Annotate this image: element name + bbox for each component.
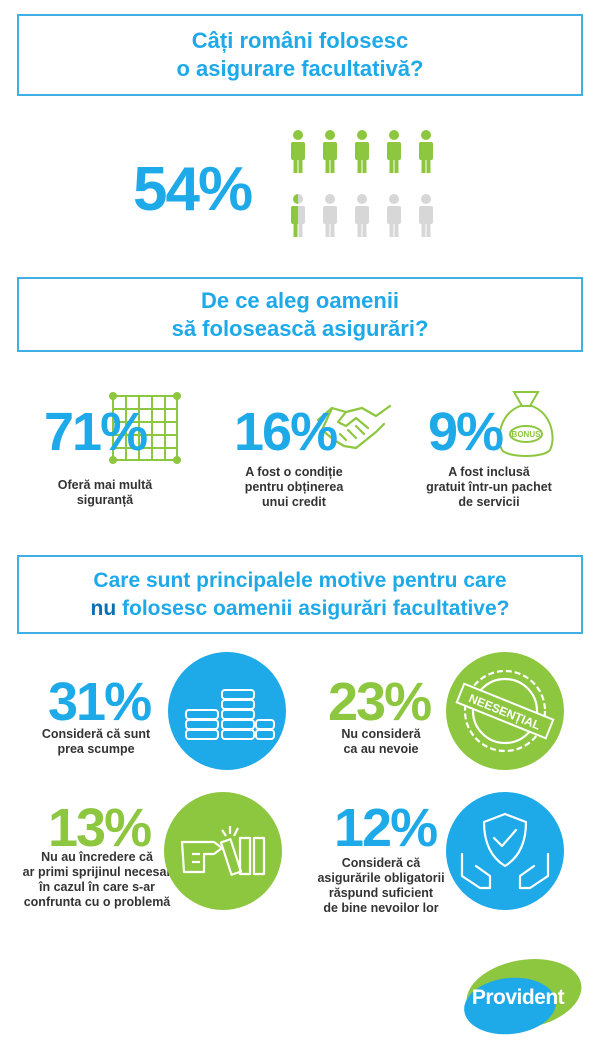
safety-net-icon (109, 392, 181, 464)
caption-31: Consideră că sunt prea scumpe (41, 727, 151, 756)
percent-71: 71% (44, 402, 148, 462)
percent-9: 9% (428, 402, 504, 462)
protected-shield-icon (460, 812, 550, 890)
caption-23: Nu consideră ca au nevoie (341, 727, 421, 756)
question-2-line-2: să folosească asigurări? (171, 315, 429, 341)
neesential-stamp-icon: NEESENȚIAL (455, 669, 555, 753)
question-2-line-1: De ce aleg oamenii (200, 287, 400, 313)
coins-circle (168, 652, 286, 770)
percent-54: 54% (133, 155, 253, 224)
handshake-icon (316, 404, 392, 450)
svg-text:BONUS: BONUS (512, 430, 542, 439)
bonus-bag-icon: BONUS (498, 391, 554, 457)
percent-23: 23% (328, 672, 432, 732)
neesential-circle: NEESENȚIAL (446, 652, 564, 770)
question-3-line-1: Care sunt principalele motive pentru car… (93, 568, 507, 592)
coin-stacks-icon (185, 689, 275, 740)
question-box-2: De ce aleg oamenii să folosească asigură… (17, 277, 583, 352)
question-box-3: Care sunt principalele motive pentru car… (17, 555, 583, 634)
question-box-1: Câți români folosesc o asigurare faculta… (17, 14, 583, 96)
domino-push-icon (180, 826, 266, 876)
percent-31: 31% (48, 672, 152, 732)
percent-12: 12% (334, 798, 438, 858)
question-1-line-1: Câți români folosesc (191, 28, 409, 53)
question-3-nu: nu (90, 596, 117, 620)
shield-circle (446, 792, 564, 910)
provident-logo: Provident (464, 959, 582, 1035)
caption-16: A fost o condiție pentru obținerea unui … (244, 465, 344, 509)
domino-circle (164, 792, 282, 910)
people-icon-grid (291, 130, 433, 237)
question-1-line-2: o asigurare facultativă? (176, 56, 424, 81)
question-3-line-2: nu folosesc oamenii asigurări facultativ… (90, 596, 510, 620)
percent-16: 16% (234, 402, 338, 462)
percent-13: 13% (48, 798, 152, 858)
caption-9: A fost inclusă gratuit într-un pachet de… (426, 465, 552, 509)
caption-13: Nu au încredere că ar primi sprijinul ne… (22, 850, 172, 909)
svg-text:Provident: Provident (472, 986, 565, 1009)
caption-71: Oferă mai multă siguranță (57, 478, 153, 507)
caption-12: Consideră că asigurările obligatorii răs… (317, 856, 445, 915)
